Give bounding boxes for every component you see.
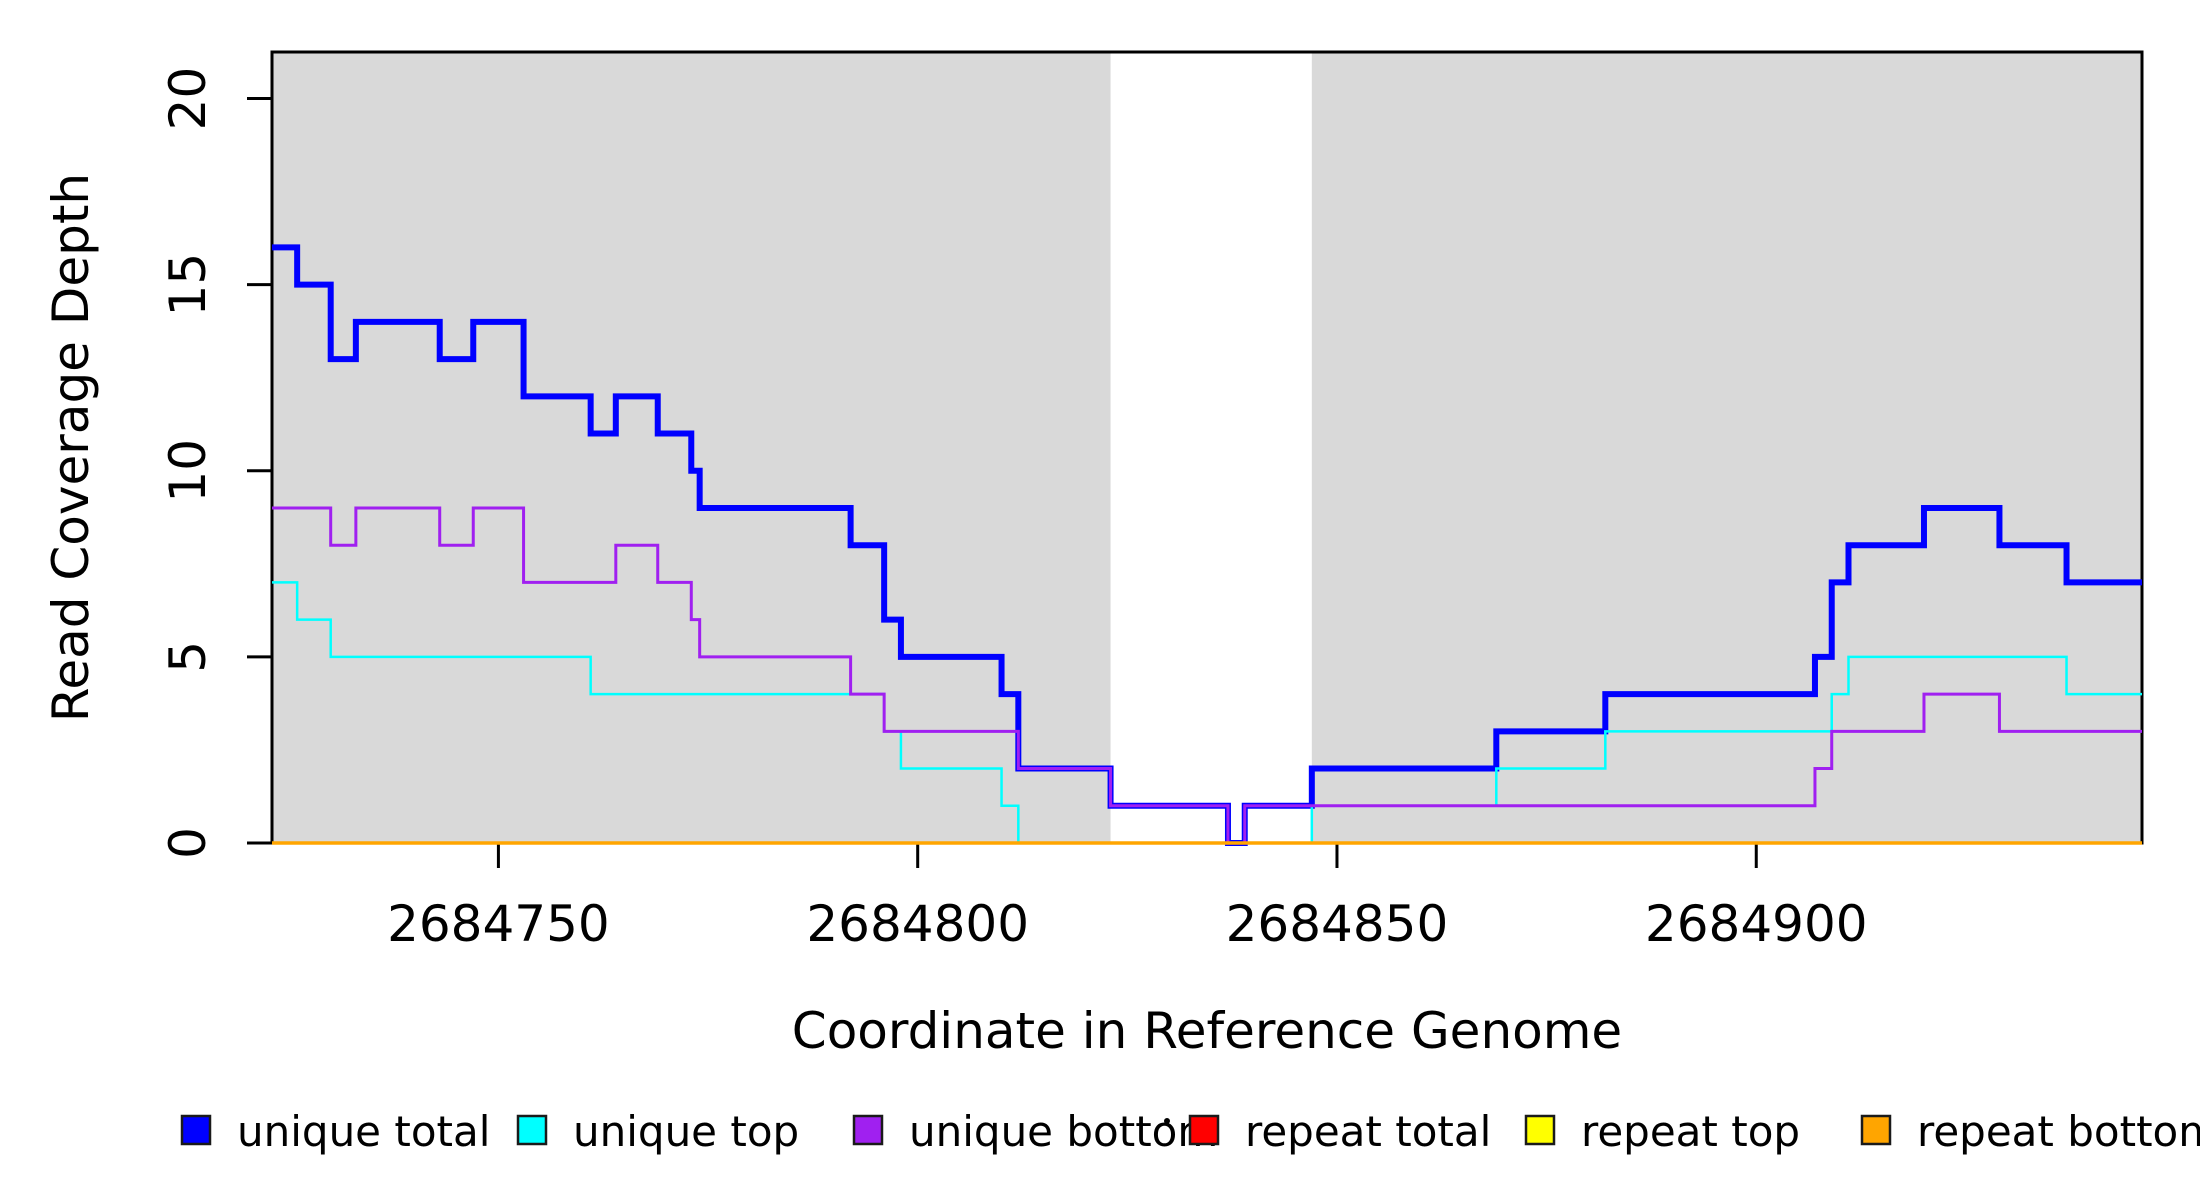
series-line-unique-bottom (272, 506, 2142, 845)
y-axis-tick-label: 20 (159, 67, 217, 131)
y-axis-tick-label: 10 (159, 439, 217, 503)
legend-item-repeat-bottom: repeat bottom (1860, 1107, 2200, 1156)
legend-label: unique top (573, 1107, 799, 1156)
series-line-unique-top (272, 581, 2142, 845)
shaded-region (1311, 52, 2142, 843)
shaded-regions-layer (272, 52, 2142, 843)
series-lines-layer (272, 244, 2142, 846)
legend-item-unique-top: unique top (516, 1107, 799, 1156)
legend-swatch (1860, 1114, 1892, 1146)
stray-dot (1164, 1118, 1170, 1124)
legend-label: unique bottom (909, 1107, 1218, 1156)
x-axis-tick-label: 2684850 (1226, 895, 1449, 953)
y-axis-tick-label: 0 (159, 827, 217, 859)
legend-label: repeat bottom (1917, 1107, 2200, 1156)
legend-swatch (1188, 1114, 1220, 1146)
legend-swatch (1524, 1114, 1556, 1146)
series-line-unique-total (272, 244, 2142, 846)
legend-swatch (180, 1114, 212, 1146)
legend-label: repeat total (1245, 1107, 1491, 1156)
x-axis-title: Coordinate in Reference Genome (792, 1002, 1622, 1060)
y-axis-tick-label: 15 (159, 253, 217, 317)
legend-item-repeat-total: repeat total (1188, 1107, 1491, 1156)
legend-swatch (516, 1114, 548, 1146)
legend-item-repeat-top: repeat top (1524, 1107, 1800, 1156)
axes-layer: 2684750 2684800 2684850 2684900 0 5 10 15 20 (159, 67, 1868, 953)
legend-label: unique total (237, 1107, 490, 1156)
y-axis-title: Read Coverage Depth (42, 173, 100, 722)
legend-swatch (852, 1114, 884, 1146)
x-axis-tick-label: 2684750 (387, 895, 610, 953)
legend-item-unique-bottom: unique bottom (852, 1107, 1218, 1156)
y-axis-tick-label: 5 (159, 641, 217, 673)
legend: unique total unique top unique bottom repea… (180, 1107, 2200, 1156)
legend-label: repeat top (1581, 1107, 1800, 1156)
legend-item-unique-total: unique total (180, 1107, 490, 1156)
x-axis-tick-label: 2684900 (1645, 895, 1868, 953)
x-axis-tick-label: 2684800 (806, 895, 1029, 953)
